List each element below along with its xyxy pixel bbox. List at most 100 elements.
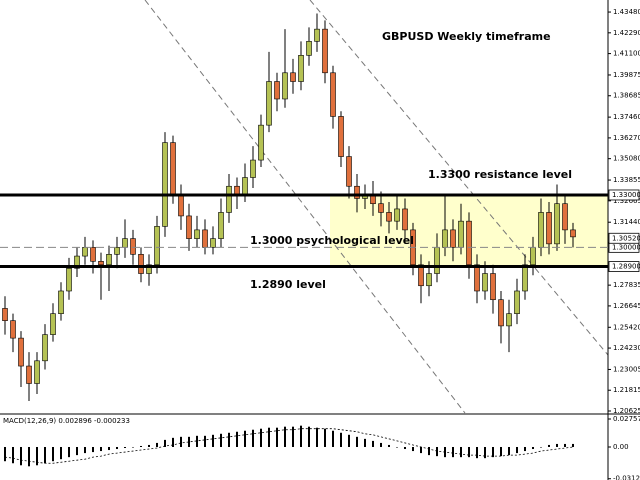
macd-bar xyxy=(276,427,278,447)
candle-body xyxy=(514,290,520,314)
macd-bar xyxy=(284,426,286,447)
candle-body xyxy=(138,254,144,274)
macd-bar xyxy=(204,435,206,447)
macd-bar xyxy=(292,426,294,447)
candle-body xyxy=(402,208,408,231)
macd-bar xyxy=(484,446,486,459)
candle-body xyxy=(330,72,336,117)
candle-body xyxy=(66,267,72,292)
candle-body xyxy=(554,203,560,245)
y-tick-label: 1.21815 xyxy=(613,386,640,394)
level-label: 1.28900 xyxy=(612,263,640,271)
macd-bar xyxy=(308,426,310,447)
macd-bar xyxy=(364,438,366,447)
trend-line xyxy=(144,0,466,414)
macd-bar xyxy=(372,440,374,447)
macd-bar xyxy=(4,446,6,462)
candle-body xyxy=(82,247,88,257)
candle-body xyxy=(546,212,552,245)
macd-bar xyxy=(524,446,526,452)
candle-body xyxy=(298,55,304,82)
macd-bar xyxy=(492,446,494,458)
macd-bar xyxy=(348,434,350,447)
macd-bar xyxy=(452,446,454,458)
macd-bar xyxy=(236,431,238,447)
candle-body xyxy=(498,299,504,327)
macd-bar xyxy=(428,446,430,456)
y-tick-label: 1.32665 xyxy=(613,197,640,205)
macd-bar xyxy=(460,446,462,458)
macd-bar xyxy=(212,434,214,447)
y-tick-label: 1.42290 xyxy=(613,29,640,37)
candle-body xyxy=(114,247,120,255)
macd-bar xyxy=(188,436,190,447)
candle-body xyxy=(2,308,8,321)
macd-bar xyxy=(12,446,14,464)
macd-bar xyxy=(324,428,326,447)
candle-body xyxy=(346,156,352,187)
macd-bar xyxy=(300,425,302,447)
candle-body xyxy=(218,212,224,239)
candle-body xyxy=(322,28,328,74)
candle-body xyxy=(194,229,200,239)
macd-bar xyxy=(532,446,534,450)
candle-body xyxy=(426,273,432,287)
candle-body xyxy=(378,203,384,213)
macd-bar xyxy=(60,446,62,460)
candle-body xyxy=(154,226,160,266)
macd-bar xyxy=(500,446,502,457)
annotation: 1.3300 resistance level xyxy=(428,168,572,181)
candle-body xyxy=(282,72,288,100)
y-tick-label: 1.27835 xyxy=(613,281,640,289)
macd-tick-label: -0.03126 xyxy=(613,475,640,480)
candle-body xyxy=(74,255,80,269)
macd-bar xyxy=(28,446,30,467)
level-label-box xyxy=(608,261,640,272)
macd-bar xyxy=(92,446,94,453)
candle-body xyxy=(210,238,216,248)
level-label: 1.33000 xyxy=(612,191,640,199)
macd-label: MACD(12,26,9) 0.002896 -0.000233 xyxy=(3,417,130,425)
macd-bar xyxy=(76,446,78,456)
candle-body xyxy=(130,238,136,255)
candle-body xyxy=(482,273,488,292)
candle-body xyxy=(226,185,232,213)
candle-body xyxy=(394,208,400,222)
macd-bar xyxy=(196,435,198,447)
candle-body xyxy=(418,264,424,287)
price-label: 1.30520 xyxy=(612,234,640,242)
candle-body xyxy=(18,337,24,367)
candle-body xyxy=(10,320,16,339)
candle-body xyxy=(266,81,272,126)
macd-bar xyxy=(100,446,102,452)
y-tick-label: 1.41100 xyxy=(613,50,640,58)
macd-bar xyxy=(20,446,22,466)
macd-bar xyxy=(332,430,334,447)
candle-body xyxy=(466,220,472,266)
candle-body xyxy=(106,254,112,266)
candle-body xyxy=(26,365,32,384)
candle-body xyxy=(58,290,64,314)
candle-body xyxy=(458,220,464,248)
macd-bar xyxy=(156,442,158,447)
candle-body xyxy=(354,185,360,199)
candle-body xyxy=(538,212,544,248)
candle-body xyxy=(306,41,312,56)
macd-bar xyxy=(260,428,262,447)
macd-bar xyxy=(220,433,222,447)
chart-title: GBPUSD Weekly timeframe xyxy=(382,30,551,43)
candle-body xyxy=(442,229,448,248)
macd-bar xyxy=(388,444,390,447)
y-tick-label: 1.33855 xyxy=(613,176,640,184)
candle-body xyxy=(338,116,344,157)
level-label: 1.30000 xyxy=(612,243,640,251)
macd-bar xyxy=(84,446,86,454)
macd-bar xyxy=(180,436,182,447)
candle-body xyxy=(98,261,104,266)
macd-bar xyxy=(508,446,510,456)
candle-body xyxy=(50,313,56,335)
macd-bar xyxy=(116,446,118,450)
candle-body xyxy=(178,194,184,217)
candle-body xyxy=(450,229,456,248)
